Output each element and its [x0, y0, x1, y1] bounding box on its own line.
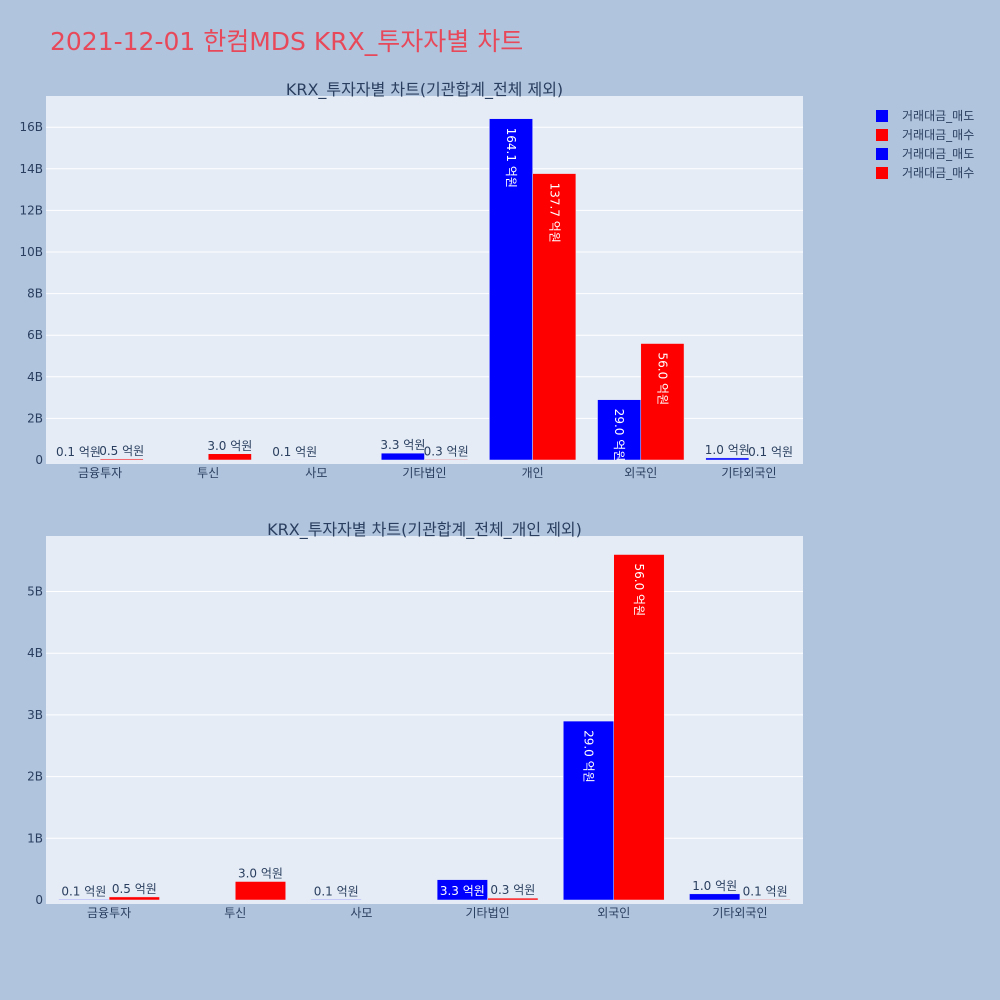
data-label: 0.1 억원 — [314, 884, 359, 898]
bar — [563, 720, 614, 901]
x-tick-label: 투신 — [197, 466, 219, 480]
bar — [58, 899, 110, 901]
data-label: 0.5 억원 — [99, 444, 144, 458]
chart-title: KRX_투자자별 차트(기관합계_전체 제외) — [286, 80, 563, 100]
legend-swatch — [876, 147, 888, 160]
legend-item[interactable]: 거래대금_매수 — [876, 125, 974, 144]
data-label: 3.3 억원 — [440, 884, 485, 898]
y-tick-label: 12B — [19, 203, 43, 217]
legend-swatch — [876, 109, 888, 122]
y-tick-label: 4B — [27, 370, 43, 384]
bar — [613, 554, 665, 901]
page-title: 2021-12-01 한컴MDS KRX_투자자별 차트 — [50, 27, 524, 56]
data-label: 56.0 억원 — [632, 564, 646, 617]
legend-label: 거래대금_매수 — [902, 128, 975, 142]
y-tick-label: 5B — [27, 585, 43, 599]
x-tick-label: 외국인 — [624, 466, 657, 480]
data-label: 0.1 억원 — [748, 445, 793, 459]
bar — [310, 899, 362, 901]
x-tick-label: 사모 — [305, 466, 327, 480]
y-tick-label: 0 — [35, 453, 43, 467]
x-tick-label: 투신 — [224, 906, 246, 920]
bar — [436, 879, 488, 901]
y-tick-label: 1B — [27, 831, 43, 845]
legend-swatch — [876, 128, 888, 141]
y-tick-label: 3B — [27, 708, 43, 722]
legend-label: 거래대금_매도 — [902, 109, 975, 123]
bar — [739, 899, 791, 901]
y-tick-label: 14B — [19, 162, 43, 176]
y-tick-label: 16B — [19, 120, 43, 134]
plot-area — [46, 536, 803, 904]
bar — [487, 897, 539, 901]
bar — [235, 881, 286, 901]
data-label: 0.1 억원 — [56, 445, 101, 459]
bar — [705, 457, 750, 461]
y-tick-label: 6B — [27, 328, 43, 342]
bar — [532, 173, 577, 461]
data-label: 0.3 억원 — [490, 883, 535, 897]
x-tick-label: 기타법인 — [402, 466, 446, 480]
bar — [424, 459, 469, 461]
bar — [489, 118, 533, 461]
bar — [640, 343, 685, 461]
data-label: 0.5 억원 — [112, 882, 157, 896]
data-label: 3.3 억원 — [380, 438, 425, 452]
x-tick-label: 기타외국인 — [712, 906, 767, 920]
plot-area — [46, 96, 803, 464]
legend-item[interactable]: 거래대금_매도 — [876, 144, 974, 163]
x-tick-label: 외국인 — [597, 906, 630, 920]
bar — [597, 399, 642, 461]
x-tick-label: 기타법인 — [465, 906, 509, 920]
x-tick-label: 금융투자 — [87, 906, 131, 920]
data-label: 3.0 억원 — [207, 439, 252, 453]
bar — [99, 458, 144, 461]
y-tick-label: 2B — [27, 770, 43, 784]
legend-label: 거래대금_매수 — [902, 166, 975, 180]
data-label: 29.0 억원 — [582, 730, 596, 783]
data-label: 0.3 억원 — [424, 444, 469, 458]
y-tick-label: 10B — [19, 245, 43, 259]
bar — [380, 452, 425, 461]
chart-title: KRX_투자자별 차트(기관합계_전체_개인 제외) — [267, 520, 582, 540]
legend-item[interactable]: 거래대금_매도 — [876, 106, 974, 125]
bar — [207, 453, 252, 461]
data-label: 56.0 억원 — [655, 353, 669, 406]
x-tick-label: 기타외국인 — [721, 466, 776, 480]
bar — [108, 896, 160, 901]
legend[interactable]: 거래대금_매도 거래대금_매수 거래대금_매도 거래대금_매수 — [876, 106, 974, 182]
data-label: 1.0 억원 — [705, 443, 750, 457]
data-label: 0.1 억원 — [61, 884, 106, 898]
y-tick-label: 8B — [27, 287, 43, 301]
data-label: 0.1 억원 — [272, 445, 317, 459]
data-label: 164.1 억원 — [504, 128, 518, 188]
y-tick-label: 2B — [27, 411, 43, 425]
y-tick-label: 0 — [35, 893, 43, 907]
data-label: 0.1 억원 — [743, 884, 788, 898]
data-label: 1.0 억원 — [692, 879, 737, 893]
data-label: 29.0 억원 — [612, 409, 626, 462]
bar — [689, 893, 741, 901]
y-tick-label: 4B — [27, 646, 43, 660]
x-tick-label: 사모 — [350, 906, 372, 920]
data-label: 3.0 억원 — [238, 866, 283, 880]
x-tick-label: 금융투자 — [78, 466, 122, 480]
data-label: 137.7 억원 — [547, 183, 561, 243]
legend-label: 거래대금_매도 — [902, 147, 975, 161]
x-tick-label: 개인 — [522, 466, 544, 480]
legend-swatch — [876, 166, 888, 179]
legend-item[interactable]: 거래대금_매수 — [876, 163, 974, 182]
